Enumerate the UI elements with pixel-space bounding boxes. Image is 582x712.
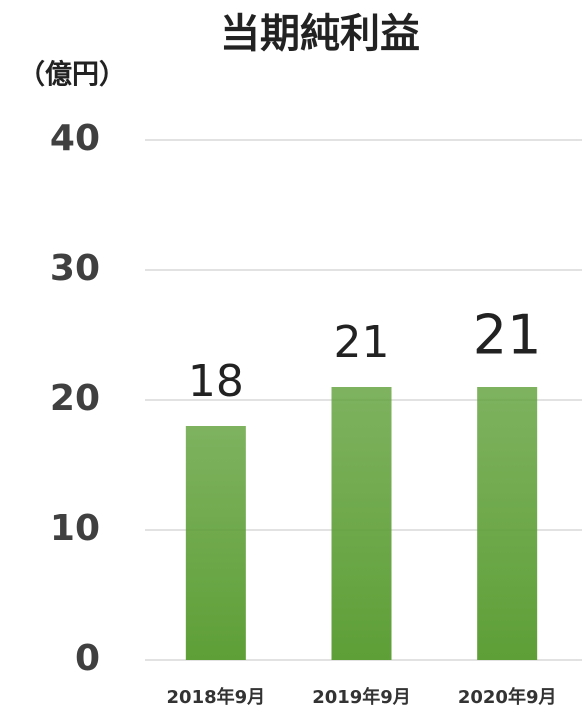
- data-label: 18: [188, 356, 244, 407]
- x-tick-label: 2019年9月: [312, 686, 411, 708]
- y-tick-label: 10: [50, 508, 100, 549]
- y-axis-label: （億円）: [18, 60, 126, 91]
- bar: [331, 387, 392, 660]
- chart-title: 当期純利益: [220, 11, 420, 57]
- data-label: 21: [473, 304, 542, 367]
- y-tick-label: 20: [50, 378, 100, 419]
- data-label: 21: [334, 317, 390, 368]
- y-tick-label: 30: [50, 248, 100, 289]
- bar: [477, 387, 538, 660]
- x-tick-label: 2018年9月: [167, 686, 266, 708]
- y-tick-label: 0: [75, 638, 100, 679]
- x-tick-label: 2020年9月: [458, 686, 557, 708]
- bar: [185, 426, 246, 660]
- y-tick-label: 40: [50, 118, 100, 159]
